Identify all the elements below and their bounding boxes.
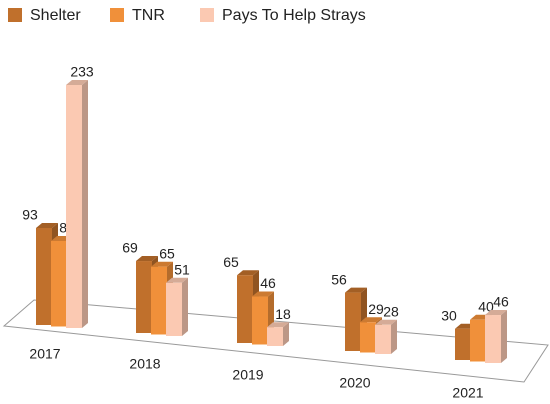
data-label: 56: [331, 271, 347, 287]
legend-label: Pays To Help Strays: [222, 7, 366, 24]
bar-side: [283, 322, 289, 346]
bar-side: [501, 310, 507, 363]
bar-top: [485, 310, 507, 316]
bar: [470, 319, 486, 362]
legend-label: TNR: [132, 7, 165, 24]
x-tick-label: 2019: [232, 367, 263, 383]
legend-swatch: [200, 8, 214, 22]
bar: [166, 282, 182, 336]
bar-top: [36, 223, 58, 229]
data-label: 40: [478, 298, 494, 314]
legend-label: Shelter: [30, 7, 81, 24]
data-label: 18: [275, 306, 291, 322]
bar: [485, 315, 501, 363]
data-label: 65: [223, 254, 239, 270]
data-label: 28: [383, 304, 399, 320]
data-label: 93: [22, 207, 38, 223]
data-label: 69: [122, 240, 138, 256]
data-label: 65: [159, 245, 175, 261]
bar-side: [82, 80, 88, 328]
bar-top: [267, 322, 289, 328]
data-label: 29: [368, 301, 384, 317]
bar-top: [345, 287, 367, 293]
bar: [267, 327, 283, 346]
bar-top: [252, 291, 274, 297]
x-tick-label: 2021: [452, 385, 483, 401]
bar: [66, 85, 82, 328]
bar-top: [66, 80, 88, 85]
bar-top: [136, 256, 158, 262]
x-tick-label: 2018: [129, 356, 160, 372]
data-label: 30: [441, 307, 457, 323]
bar: [36, 228, 52, 325]
bar: [345, 292, 361, 351]
x-tick-label: 2020: [339, 375, 370, 391]
legend-swatch: [8, 8, 22, 22]
data-label: 51: [174, 262, 190, 278]
data-label: 46: [493, 294, 509, 310]
bar: [375, 324, 391, 354]
data-label: 46: [260, 275, 276, 291]
bar-top: [237, 270, 259, 276]
bar: [252, 296, 268, 345]
bar-top: [166, 277, 188, 283]
bar: [455, 328, 471, 360]
bar: [151, 266, 167, 335]
bar: [360, 322, 376, 353]
x-tick-label: 2017: [29, 346, 60, 362]
bar-side: [391, 319, 397, 354]
bar-side: [182, 277, 188, 336]
bar: [237, 275, 253, 343]
bar: [51, 240, 67, 327]
legend-swatch: [110, 8, 124, 22]
bar-top: [151, 261, 173, 267]
bar-top: [360, 317, 382, 323]
data-label: 233: [70, 64, 94, 80]
bar: [136, 261, 152, 333]
bar-top: [375, 319, 397, 325]
